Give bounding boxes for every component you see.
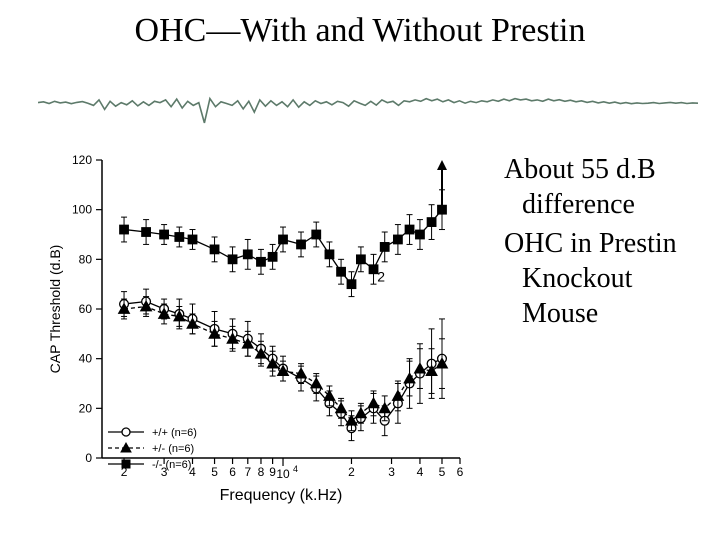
svg-text:8: 8 xyxy=(258,465,265,479)
svg-text:4: 4 xyxy=(417,465,424,479)
svg-text:5: 5 xyxy=(211,465,218,479)
svg-text:2: 2 xyxy=(377,269,385,285)
svg-text:60: 60 xyxy=(79,302,93,316)
svg-text:-/- (n=6): -/- (n=6) xyxy=(152,459,191,471)
svg-text:4: 4 xyxy=(293,464,298,474)
svg-text:10: 10 xyxy=(276,467,290,481)
svg-text:+/+ (n=6): +/+ (n=6) xyxy=(152,427,197,439)
waveform-trace xyxy=(38,74,698,134)
svg-text:3: 3 xyxy=(388,465,395,479)
svg-text:120: 120 xyxy=(72,153,92,167)
svg-text:7: 7 xyxy=(244,465,251,479)
svg-text:20: 20 xyxy=(79,401,93,415)
svg-text:2: 2 xyxy=(348,465,355,479)
svg-text:+/- (n=6): +/- (n=6) xyxy=(152,443,194,455)
svg-text:0: 0 xyxy=(85,451,92,465)
annotation-line-1: About 55 d.B difference xyxy=(490,152,710,222)
svg-text:100: 100 xyxy=(72,203,92,217)
cap-threshold-chart: 020406080100120CAP Threshold (d.B)234567… xyxy=(42,152,472,512)
svg-text:6: 6 xyxy=(457,465,464,479)
svg-text:6: 6 xyxy=(229,465,236,479)
svg-text:5: 5 xyxy=(439,465,446,479)
svg-text:40: 40 xyxy=(79,352,93,366)
svg-text:Frequency (k.Hz): Frequency (k.Hz) xyxy=(220,487,343,504)
svg-text:80: 80 xyxy=(79,252,93,266)
slide-title: OHC—With and Without Prestin xyxy=(0,12,720,50)
svg-text:9: 9 xyxy=(269,465,276,479)
svg-text:CAP Threshold (d.B): CAP Threshold (d.B) xyxy=(47,245,63,374)
annotation-line-2: OHC in Prestin Knockout Mouse xyxy=(490,226,710,331)
annotation-text-block: About 55 d.B difference OHC in Prestin K… xyxy=(490,152,710,335)
